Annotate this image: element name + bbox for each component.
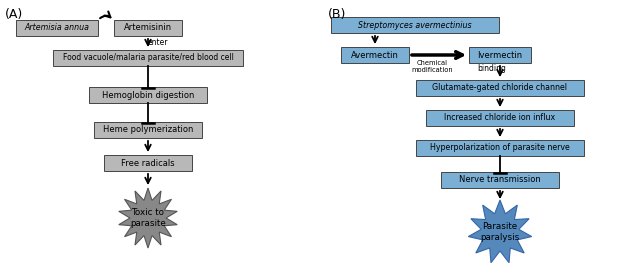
FancyBboxPatch shape	[94, 122, 202, 138]
Text: Streptomyces avermectinius: Streptomyces avermectinius	[358, 21, 472, 29]
Text: Heme polymerization: Heme polymerization	[103, 125, 193, 135]
Text: Artemisinin: Artemisinin	[124, 24, 172, 33]
FancyBboxPatch shape	[469, 47, 531, 63]
FancyBboxPatch shape	[16, 20, 98, 36]
Polygon shape	[119, 188, 177, 248]
Text: Free radicals: Free radicals	[121, 158, 175, 168]
FancyBboxPatch shape	[114, 20, 182, 36]
Text: Food vacuole/malaria parasite/red blood cell: Food vacuole/malaria parasite/red blood …	[63, 53, 233, 63]
Text: (A): (A)	[5, 8, 23, 21]
FancyBboxPatch shape	[53, 50, 243, 66]
Text: Toxic to
parasite: Toxic to parasite	[130, 208, 166, 228]
FancyBboxPatch shape	[416, 140, 584, 156]
Text: enter: enter	[148, 38, 168, 47]
Polygon shape	[468, 200, 531, 263]
Text: Hemoglobin digestion: Hemoglobin digestion	[102, 91, 194, 100]
Text: Parasite
paralysis: Parasite paralysis	[480, 222, 520, 242]
Text: Chemical
modification: Chemical modification	[412, 60, 453, 73]
FancyBboxPatch shape	[331, 17, 499, 33]
Text: Hyperpolarization of parasite nerve: Hyperpolarization of parasite nerve	[430, 143, 570, 153]
FancyBboxPatch shape	[341, 47, 409, 63]
Text: binding: binding	[478, 64, 506, 73]
FancyBboxPatch shape	[416, 80, 584, 96]
FancyBboxPatch shape	[89, 87, 207, 103]
FancyBboxPatch shape	[104, 155, 192, 171]
Text: Nerve transmission: Nerve transmission	[459, 175, 541, 185]
Text: Glutamate-gated chloride channel: Glutamate-gated chloride channel	[433, 83, 568, 93]
Text: Ivermectin: Ivermectin	[478, 51, 523, 59]
Text: (B): (B)	[328, 8, 346, 21]
Text: Artemisia annua: Artemisia annua	[24, 24, 90, 33]
Text: Avermectin: Avermectin	[351, 51, 399, 59]
FancyBboxPatch shape	[426, 110, 574, 126]
FancyBboxPatch shape	[441, 172, 559, 188]
Text: Increased chloride ion influx: Increased chloride ion influx	[444, 113, 555, 123]
